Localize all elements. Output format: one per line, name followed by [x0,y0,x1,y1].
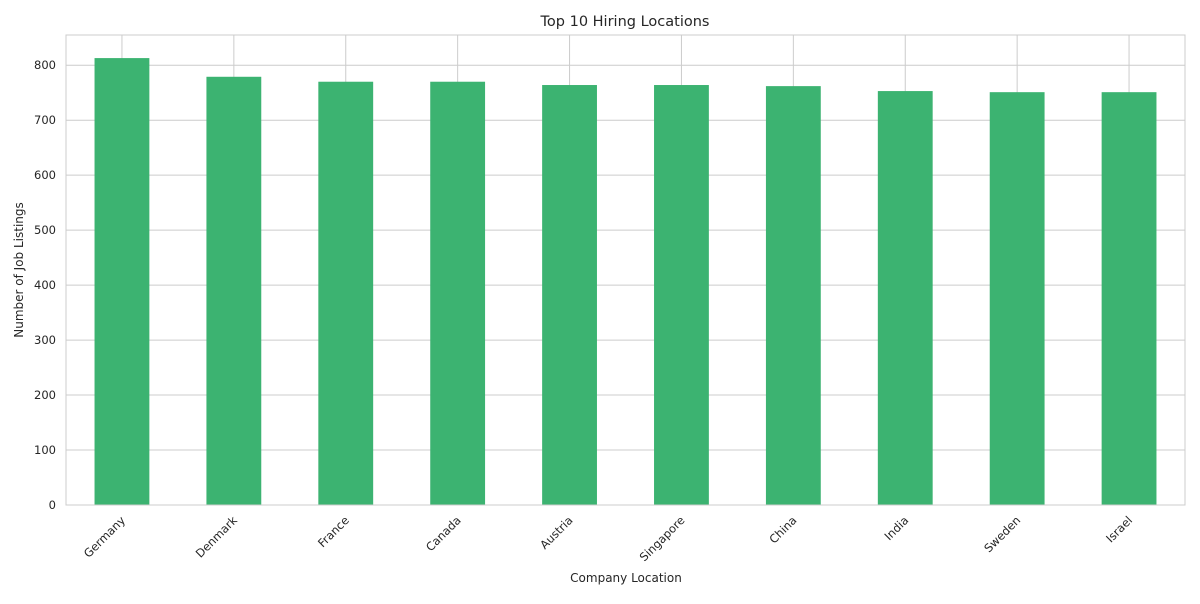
bar-canada [430,81,486,505]
x-axis-ticks: Germany Denmark France Canada Austria Singapo… [81,513,1135,564]
y-tick-label: 600 [34,168,56,182]
x-tick-label: Canada [423,513,464,554]
y-axis-ticks: 0 100 200 300 400 500 600 700 800 [34,58,56,512]
bar-sweden [989,92,1045,506]
y-tick-label: 700 [34,113,56,127]
y-tick-label: 100 [34,443,56,457]
y-tick-label: 300 [34,333,56,347]
bar-china [765,86,821,506]
y-tick-label: 800 [34,58,56,72]
plot-frame [65,34,1186,506]
x-tick-label: China [766,513,799,546]
x-axis-label: Company Location [570,571,682,585]
bar-denmark [206,76,262,506]
y-tick-label: 500 [34,223,56,237]
bar-india [877,91,933,505]
bar-israel [1101,92,1157,506]
x-tick-label: Sweden [981,513,1023,555]
bars [94,58,1157,506]
y-tick-label: 0 [49,498,56,512]
y-tick-label: 400 [34,278,56,292]
chart-title: Top 10 Hiring Locations [540,14,710,30]
bar-france [318,81,374,505]
x-tick-label: Israel [1103,513,1135,545]
x-tick-label: India [882,513,912,543]
bar-singapore [654,85,709,506]
x-tick-label: Denmark [193,513,241,561]
y-tick-label: 200 [34,388,56,402]
x-tick-label: France [315,513,352,550]
bar-austria [542,85,597,506]
x-tick-label: Austria [537,513,576,552]
y-axis-label: Number of Job Listings [12,202,26,338]
bar-germany [94,58,150,506]
x-tick-label: Germany [81,513,128,560]
x-tick-label: Singapore [637,513,688,564]
